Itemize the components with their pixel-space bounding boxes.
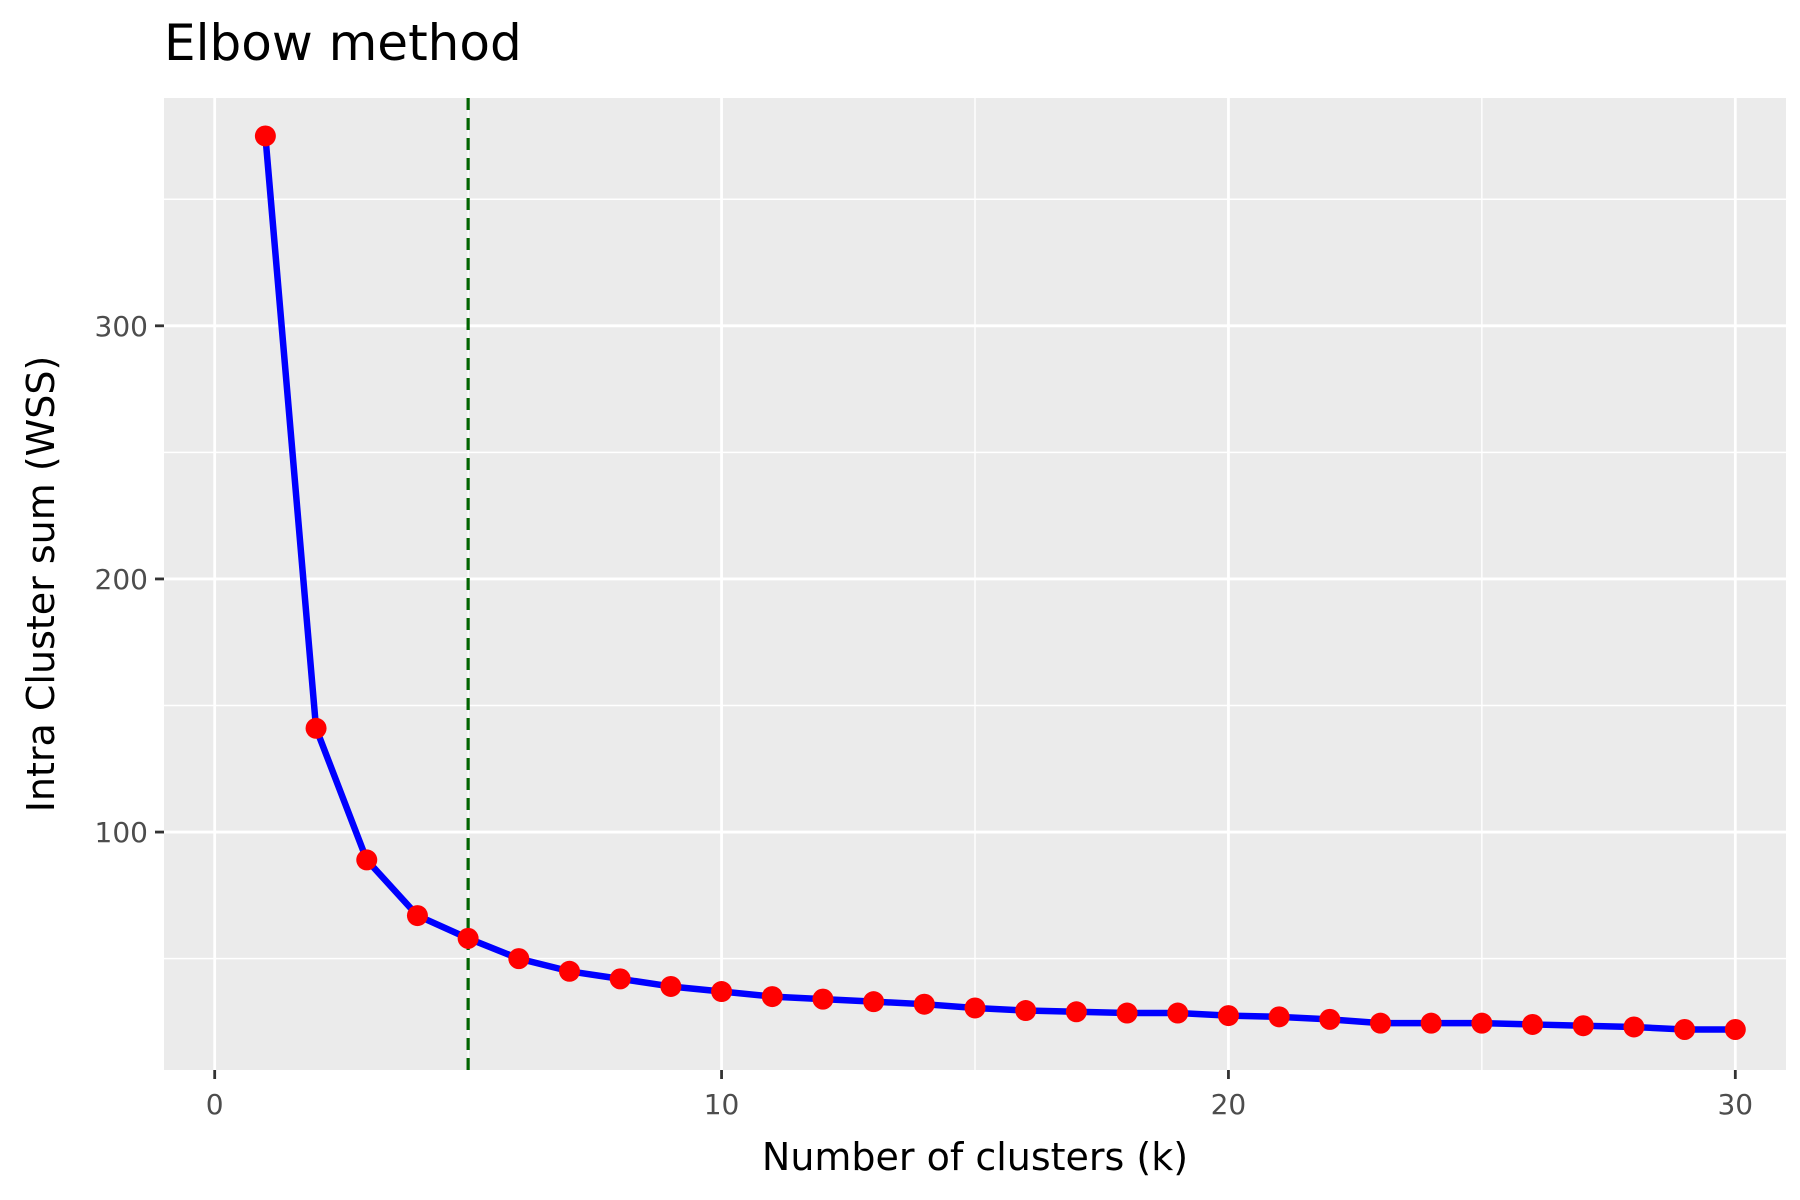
data-point (508, 948, 530, 970)
x-tick-label: 20 (1211, 1088, 1247, 1121)
data-point (1217, 1005, 1239, 1027)
data-point (1268, 1006, 1290, 1028)
data-point (305, 717, 327, 739)
data-point (1065, 1001, 1087, 1023)
y-tick-label: 100 (95, 816, 148, 849)
data-point (863, 991, 885, 1013)
data-point (1420, 1012, 1442, 1034)
data-point (457, 927, 479, 949)
data-point (761, 986, 783, 1008)
x-tick-label: 30 (1717, 1088, 1753, 1121)
data-point (812, 988, 834, 1010)
major-gridlines (164, 98, 1786, 1070)
data-point (964, 997, 986, 1019)
data-point (1522, 1013, 1544, 1035)
data-point (356, 849, 378, 871)
data-point (913, 993, 935, 1015)
data-point (1370, 1012, 1391, 1034)
data-point (711, 981, 733, 1003)
data-point (1015, 1000, 1037, 1022)
data-point (1319, 1008, 1341, 1030)
data-point (1167, 1002, 1189, 1024)
data-point (406, 905, 428, 927)
data-point (559, 960, 580, 982)
data-point (1471, 1012, 1493, 1034)
chart-title: Elbow method (164, 14, 522, 72)
y-tick-label: 300 (95, 310, 148, 343)
x-tick-label: 10 (704, 1088, 740, 1121)
points-layer (254, 125, 1746, 1040)
x-tick-label: 0 (206, 1088, 224, 1121)
y-tick-label: 200 (95, 563, 148, 596)
data-point (609, 968, 631, 990)
data-point (1572, 1015, 1594, 1037)
data-point (660, 975, 682, 997)
x-axis-title: Number of clusters (k) (762, 1135, 1188, 1179)
data-point (1724, 1019, 1746, 1040)
ticks-layer: 0 10 20 30 100 200 300 (95, 310, 1754, 1121)
data-point (1674, 1019, 1696, 1040)
y-axis-title: Intra Cluster sum (WSS) (19, 356, 63, 813)
data-point (1116, 1002, 1138, 1024)
data-point (254, 125, 276, 147)
data-point (1623, 1016, 1645, 1038)
